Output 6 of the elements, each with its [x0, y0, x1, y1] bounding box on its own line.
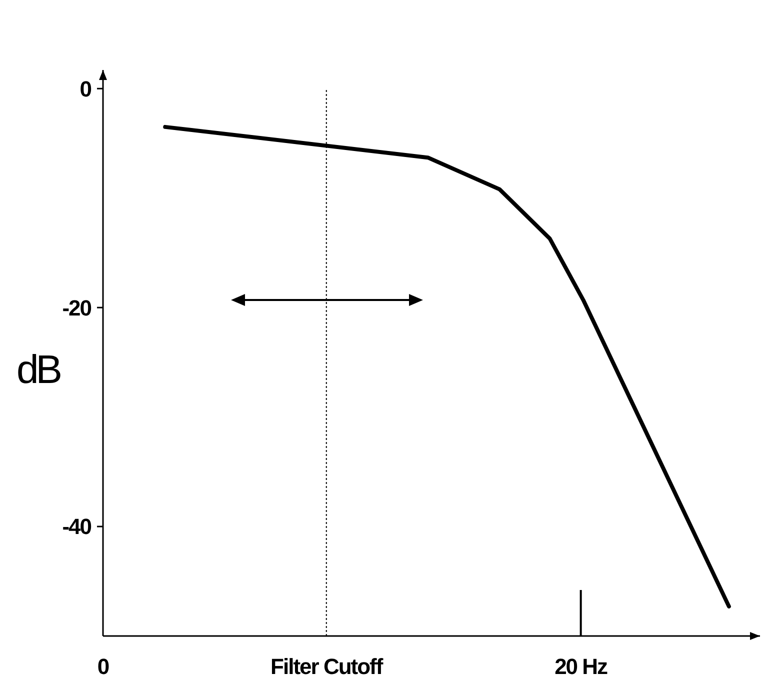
- y-axis-title: dB: [16, 348, 61, 392]
- y-tick-label: 0: [80, 76, 92, 102]
- x-tick-label: 20 Hz: [554, 654, 608, 679]
- ref-line-label: Filter Cutoff: [270, 654, 384, 679]
- y-tick-label: -40: [62, 514, 92, 540]
- y-tick-label: -20: [62, 295, 92, 320]
